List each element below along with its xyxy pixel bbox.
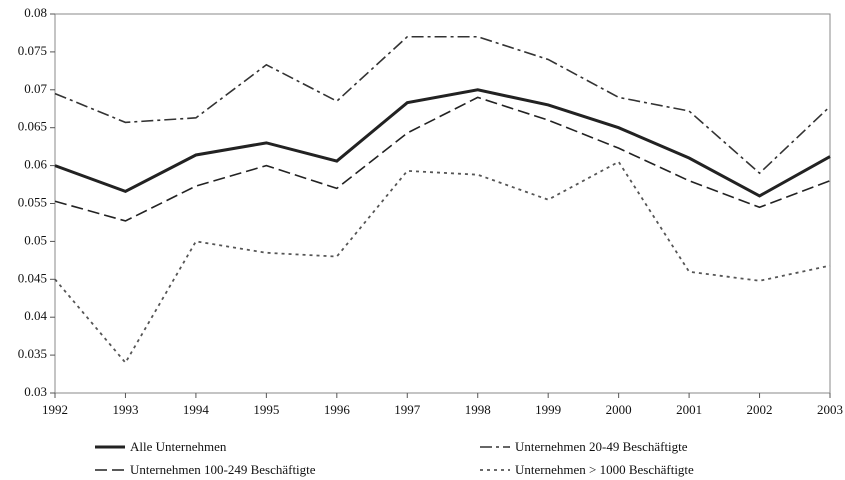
- y-tick-label: 0.055: [18, 194, 47, 209]
- x-tick-label: 2002: [747, 402, 773, 417]
- x-tick-label: 1998: [465, 402, 491, 417]
- x-tick-label: 2000: [606, 402, 632, 417]
- y-tick-label: 0.07: [24, 81, 47, 96]
- y-tick-label: 0.06: [24, 157, 47, 172]
- series-line: [54, 35, 831, 175]
- x-tick-label: 1994: [183, 402, 210, 417]
- y-tick-label: 0.08: [24, 5, 47, 20]
- x-tick-label: 1992: [42, 402, 68, 417]
- y-tick-label: 0.035: [18, 346, 47, 361]
- series-line: [54, 160, 831, 365]
- series-line: [54, 96, 831, 222]
- y-tick-label: 0.065: [18, 119, 47, 134]
- x-tick-label: 2001: [676, 402, 702, 417]
- y-tick-label: 0.075: [18, 43, 47, 58]
- x-tick-label: 1993: [112, 402, 138, 417]
- x-tick-label: 1995: [253, 402, 279, 417]
- x-tick-label: 1999: [535, 402, 561, 417]
- legend-label: Unternehmen > 1000 Beschäftigte: [515, 462, 694, 477]
- y-tick-label: 0.04: [24, 308, 47, 323]
- legend-label: Unternehmen 100-249 Beschäftigte: [130, 462, 316, 477]
- x-tick-label: 2003: [817, 402, 843, 417]
- x-tick-label: 1997: [394, 402, 421, 417]
- legend-label: Unternehmen 20-49 Beschäftigte: [515, 439, 688, 454]
- y-tick-label: 0.045: [18, 270, 47, 285]
- y-tick-label: 0.05: [24, 232, 47, 247]
- series-line: [54, 88, 831, 198]
- y-tick-label: 0.03: [24, 384, 47, 399]
- legend-label: Alle Unternehmen: [130, 439, 227, 454]
- x-tick-label: 1996: [324, 402, 351, 417]
- plot-frame: [54, 13, 831, 394]
